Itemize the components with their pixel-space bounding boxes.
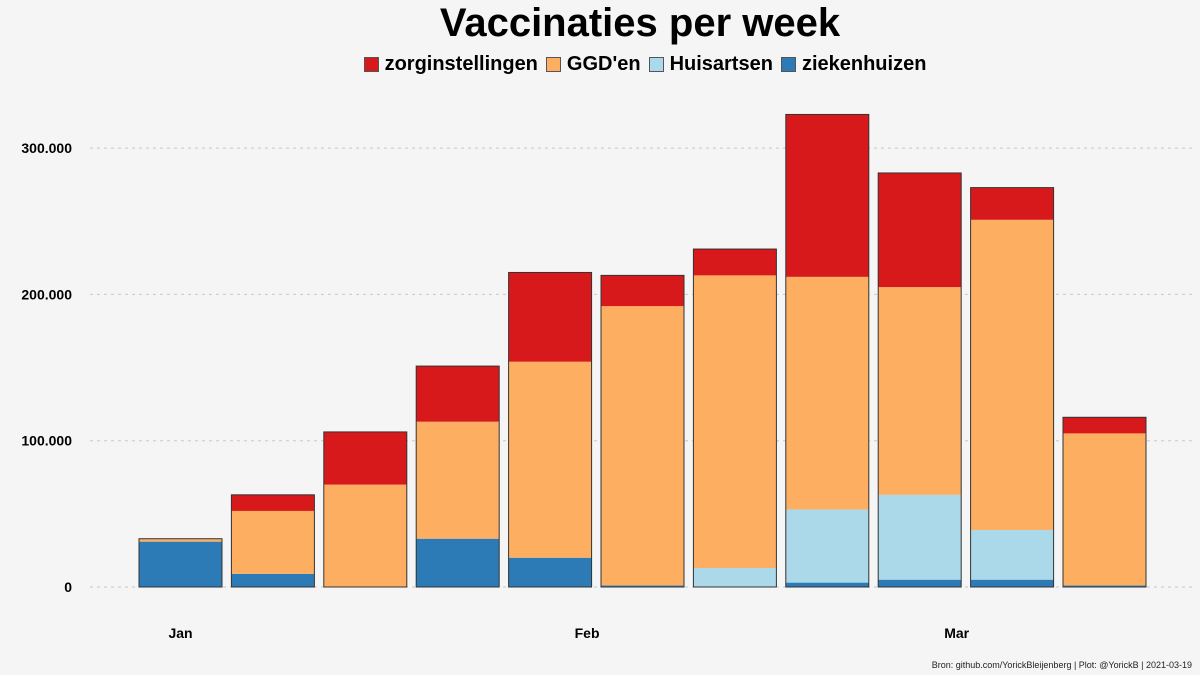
legend-swatch — [545, 57, 561, 72]
bar-outline — [1062, 416, 1147, 588]
legend-item: zorginstellingen — [363, 53, 538, 76]
bar-segment-huisartsen — [693, 567, 777, 587]
bar-outline — [970, 187, 1055, 588]
bar-segment-ggden — [601, 306, 684, 586]
legend-label: Huisartsen — [669, 53, 773, 75]
legend-label: ziekenhuizen — [801, 53, 927, 75]
bar-segment-ggden — [970, 219, 1054, 530]
bar-segment-ggden — [1063, 433, 1146, 586]
y-tick-label: 100.000 — [21, 433, 72, 449]
bar-outline — [508, 271, 593, 588]
bar-segment-zorginstellingen — [970, 187, 1054, 220]
bar-segment-zorginstellingen — [231, 494, 315, 511]
bar-outline — [600, 274, 685, 588]
bar-segment-zorginstellingen — [785, 114, 869, 277]
bar-segment-ziekenhuizen — [878, 579, 962, 587]
bar-segment-ziekenhuizen — [416, 538, 500, 587]
bar-segment-zorginstellingen — [323, 431, 407, 485]
bar-outline — [415, 365, 500, 588]
bar-segment-huisartsen — [785, 509, 869, 583]
bar-outline — [785, 113, 870, 588]
chart-title: Vaccinaties per week — [439, 1, 841, 45]
legend-swatch — [363, 57, 379, 72]
y-tick-label: 200.000 — [21, 286, 72, 302]
legend: zorginstellingen GGD'en Huisartsen ziekenhu… — [0, 53, 1200, 76]
bar-outline — [323, 431, 408, 588]
y-tick-label: 0 — [64, 579, 72, 595]
bar-segment-ggden — [785, 276, 869, 510]
bar-outline — [138, 538, 223, 588]
bar-segment-ggden — [693, 275, 777, 568]
x-tick-label: Mar — [944, 625, 969, 641]
legend-label: GGD'en — [566, 53, 641, 75]
bar-outline — [692, 248, 777, 588]
legend-item: Huisartsen — [648, 53, 773, 76]
bar-segment-huisartsen — [970, 529, 1054, 580]
x-tick-label: Jan — [168, 625, 192, 641]
bar-segment-ziekenhuizen — [1063, 585, 1146, 587]
bar-segment-ggden — [323, 484, 407, 587]
bar-segment-ziekenhuizen — [139, 541, 222, 587]
bar-segment-ggden — [139, 538, 222, 542]
bar-segment-zorginstellingen — [416, 366, 500, 422]
bar-segment-zorginstellingen — [693, 249, 777, 276]
y-tick-label: 300.000 — [21, 140, 72, 156]
bar-outline — [877, 172, 962, 588]
x-tick-label: Feb — [575, 625, 600, 641]
bar-segment-zorginstellingen — [508, 272, 592, 362]
bar-segment-ggden — [508, 361, 592, 558]
legend-label: zorginstellingen — [384, 53, 538, 75]
bar-segment-zorginstellingen — [601, 275, 684, 307]
bar-segment-zorginstellingen — [1063, 417, 1146, 434]
bar-segment-zorginstellingen — [878, 172, 962, 288]
bar-segment-ggden — [416, 421, 500, 539]
bar-segment-ziekenhuizen — [785, 582, 869, 587]
bar-segment-ziekenhuizen — [231, 573, 315, 587]
bar-segment-ziekenhuizen — [601, 585, 684, 587]
bar-outline — [230, 494, 315, 588]
source-caption: Bron: github.com/YorickBleijenberg | Plo… — [931, 660, 1192, 670]
legend-item: GGD'en — [545, 53, 641, 76]
bar-segment-ggden — [231, 510, 315, 574]
legend-swatch — [780, 57, 796, 72]
bar-segment-huisartsen — [878, 494, 962, 580]
bar-segment-ziekenhuizen — [508, 557, 592, 587]
legend-item: ziekenhuizen — [780, 53, 927, 76]
bar-segment-ggden — [878, 287, 962, 495]
legend-swatch — [648, 57, 664, 72]
bar-segment-ziekenhuizen — [970, 579, 1054, 587]
